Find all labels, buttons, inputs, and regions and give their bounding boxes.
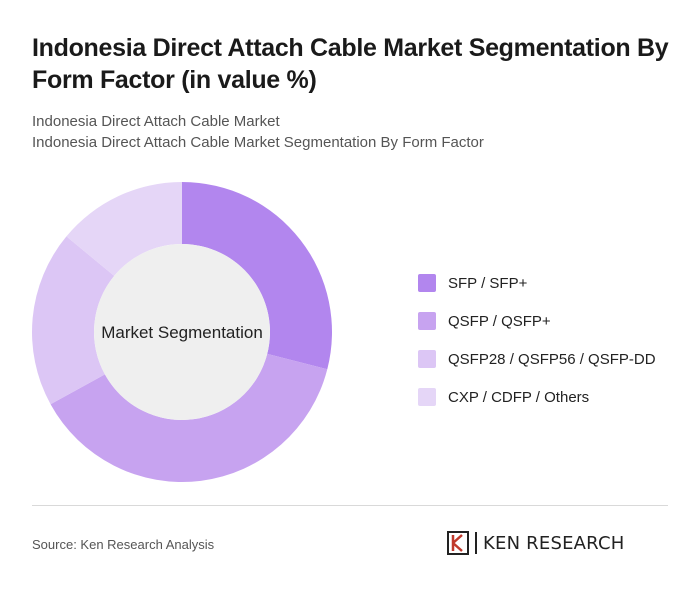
chart-subtitle-line1: Indonesia Direct Attach Cable Market — [32, 113, 280, 130]
legend-label: CXP / CDFP / Others — [448, 388, 590, 406]
brand-separator — [475, 532, 477, 554]
legend-item-others: CXP / CDFP / Others — [418, 378, 688, 416]
legend-label: QSFP28 / QSFP56 / QSFP-DD — [448, 350, 656, 368]
footer-divider — [32, 505, 668, 506]
brand-name: KEN RESEARCH — [483, 532, 625, 554]
donut-slices — [32, 182, 332, 482]
legend-item-sfp: SFP / SFP+ — [418, 264, 688, 302]
source-note: Source: Ken Research Analysis — [32, 537, 215, 552]
legend-label: QSFP / QSFP+ — [448, 312, 551, 330]
chart-legend: SFP / SFP+ QSFP / QSFP+ QSFP28 / QSFP56 … — [418, 264, 688, 416]
center-label: Market Segmentation — [101, 323, 263, 342]
donut-chart: Market Segmentation — [32, 182, 332, 482]
donut-slice-2 — [32, 236, 115, 405]
donut-center — [94, 244, 270, 420]
donut-slice-3 — [66, 182, 182, 276]
legend-item-qsfp: QSFP / QSFP+ — [418, 302, 688, 340]
chart-subtitle-line2: Indonesia Direct Attach Cable Market Seg… — [32, 134, 484, 151]
ken-research-logo-icon — [447, 531, 469, 555]
legend-item-qsfp28: QSFP28 / QSFP56 / QSFP-DD — [418, 340, 688, 378]
legend-swatch — [418, 274, 436, 292]
donut-slice-0 — [182, 182, 332, 370]
legend-label: SFP / SFP+ — [448, 274, 528, 292]
legend-swatch — [418, 388, 436, 406]
legend-swatch — [418, 312, 436, 330]
chart-title: Indonesia Direct Attach Cable Market Seg… — [32, 34, 669, 94]
brand-logo: KEN RESEARCH — [447, 531, 624, 555]
legend-swatch — [418, 350, 436, 368]
donut-slice-1 — [50, 353, 328, 482]
